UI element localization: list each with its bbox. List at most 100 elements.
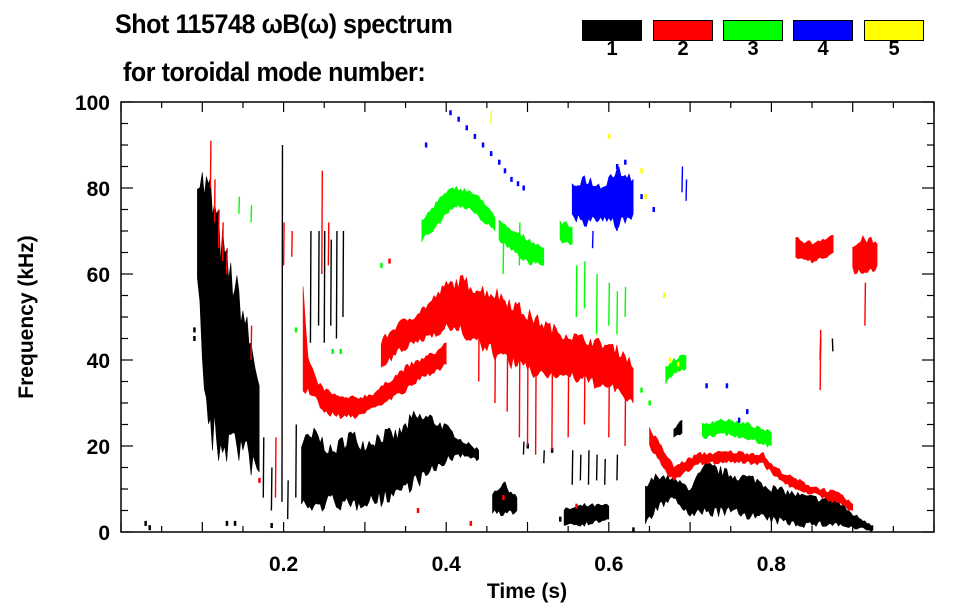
mode-streak — [583, 368, 586, 425]
mode-streak — [595, 454, 598, 481]
mode-dot — [416, 508, 420, 513]
y-axis-label: Frequency (kHz) — [15, 235, 38, 398]
mode-streak — [616, 291, 619, 335]
mode-band — [301, 410, 480, 512]
mode-dot — [489, 151, 493, 157]
mode-dot — [607, 133, 611, 139]
mode-band — [559, 220, 573, 246]
mode-streak — [685, 179, 688, 201]
axes: 0.2 0.4 0.6 0.8 0 20 40 60 80 100 — [75, 92, 935, 576]
chart-title: Shot 115748 ωB(ω) spectrum — [115, 9, 453, 39]
y-tick-label: 100 — [75, 92, 110, 115]
x-axis-label: Time (s) — [487, 580, 567, 603]
mode-streak — [624, 286, 627, 318]
mode-streak — [506, 338, 509, 412]
mode-dot — [705, 383, 708, 389]
mode-dot — [746, 409, 749, 415]
mode-dot — [510, 176, 513, 182]
mode-dot — [144, 520, 147, 526]
mode-dot — [516, 181, 520, 187]
series-n2 — [209, 140, 878, 526]
mode-streak — [286, 480, 289, 520]
mode-streak — [238, 196, 241, 214]
mode-dot — [331, 348, 334, 354]
mode-dot — [148, 525, 151, 531]
mode-dot — [193, 327, 196, 333]
mode-streak — [213, 179, 216, 223]
mode-dot — [668, 357, 672, 363]
mode-streak — [217, 209, 220, 249]
chart-subtitle: for toroidal mode number: — [123, 57, 426, 87]
mode-streak — [494, 316, 497, 404]
mode-dot — [258, 477, 261, 483]
mode-streak — [518, 222, 521, 266]
mode-dot — [469, 520, 473, 526]
mode-streak — [270, 467, 273, 511]
mode-streak — [209, 140, 212, 189]
mode-streak — [330, 239, 332, 326]
legend-swatch-1 — [582, 20, 642, 41]
mode-dot — [640, 168, 643, 174]
mode-band — [701, 418, 772, 448]
mode-streak — [608, 377, 610, 438]
mode-band — [421, 186, 496, 243]
legend-label-2: 2 — [677, 38, 689, 60]
y-tick-label: 60 — [87, 264, 110, 287]
mode-streak — [295, 424, 297, 498]
mode-streak — [616, 454, 619, 481]
mode-streak — [321, 170, 324, 275]
y-tick-label: 80 — [87, 178, 110, 201]
mode-dot — [652, 207, 656, 212]
mode-streak — [262, 437, 265, 498]
x-tick-label: 0.2 — [269, 553, 298, 576]
mode-band — [563, 503, 610, 527]
mode-streak — [534, 351, 537, 455]
mode-band — [571, 166, 634, 231]
x-tick-label: 0.6 — [594, 553, 623, 576]
series-n4 — [424, 110, 749, 423]
mode-streak — [518, 338, 521, 438]
mode-band — [852, 235, 878, 275]
mode-streak — [681, 166, 684, 193]
x-tick-label: 0.8 — [757, 553, 787, 576]
mode-streak — [327, 222, 330, 266]
mode-streak — [587, 450, 590, 485]
y-tick-label: 0 — [98, 522, 110, 545]
mode-dot — [388, 258, 391, 264]
y-tick-label: 40 — [87, 350, 110, 373]
mode-streak — [551, 359, 554, 451]
legend-label-3: 3 — [747, 38, 759, 60]
mode-streak — [616, 200, 619, 232]
mode-dot — [294, 327, 298, 333]
mode-streak — [490, 110, 493, 124]
mode-streak — [478, 295, 480, 382]
mode-dot — [270, 523, 273, 529]
mode-streak — [591, 230, 594, 249]
mode-dot — [465, 125, 469, 131]
mode-streak — [317, 230, 320, 326]
mode-dot — [632, 527, 635, 533]
mode-dot — [737, 417, 741, 423]
mode-streak — [502, 239, 505, 275]
mode-dot — [380, 262, 383, 268]
series-n5 — [490, 110, 680, 367]
mode-band — [492, 481, 518, 517]
mode-dot — [725, 383, 729, 389]
legend-label-1: 1 — [606, 38, 618, 60]
x-tick-label: 0.4 — [432, 553, 462, 576]
mode-streak — [250, 205, 253, 223]
mode-dot — [648, 400, 651, 406]
mode-dot — [502, 495, 505, 501]
mode-streak — [526, 338, 529, 447]
legend-label-4: 4 — [817, 38, 829, 60]
mode-streak — [604, 458, 606, 485]
mode-streak — [335, 230, 338, 339]
mode-streak — [624, 385, 627, 447]
mode-streak — [864, 282, 867, 326]
legend-label-5: 5 — [888, 38, 900, 60]
mode-dot — [559, 516, 562, 522]
legend-swatch-3 — [723, 20, 783, 41]
mode-streak — [819, 329, 822, 391]
mode-streak — [309, 230, 312, 343]
mode-dot — [640, 194, 643, 200]
